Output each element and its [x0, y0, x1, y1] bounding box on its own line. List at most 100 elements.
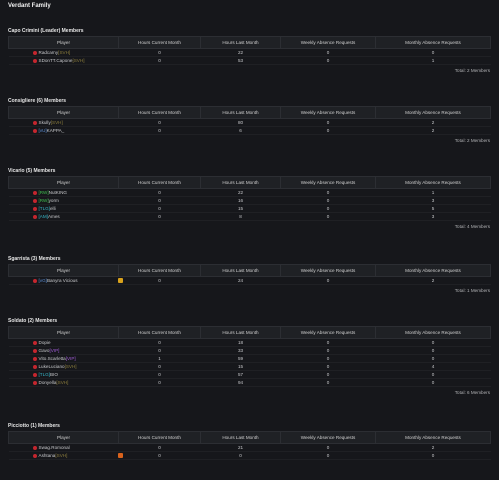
value-cell: 0 [118, 212, 201, 221]
member-row: SDonTT.Capone[SVH] 0 53 0 1 [8, 56, 491, 65]
section-title: Capo Crimini (Leader) Members [8, 28, 84, 34]
status-dot [32, 198, 37, 203]
value-cell: 0 [375, 346, 491, 355]
value-cell: 0 [118, 443, 201, 452]
member-row: Radcarny[SVH] 0 22 0 0 [8, 48, 491, 57]
column-header: Player [8, 431, 119, 444]
value-cell: 80 [200, 118, 281, 127]
value-cell: 0 [375, 370, 491, 379]
column-header: Weekly Absence Requests [280, 264, 376, 277]
player-name: Donyella [38, 380, 57, 385]
member-row: Dopie 0 18 0 0 [8, 338, 491, 347]
value-cell: 0 [118, 346, 201, 355]
clan-tag: [vU] [38, 128, 47, 133]
table-head: Player Hours Current Month Hours Last Mont… [8, 326, 491, 339]
rank-tag: [SVH] [55, 453, 68, 458]
table-head: Player Hours Current Month Hours Last Mont… [8, 106, 491, 119]
section: Soldato (2) Members Player Hours Current M… [8, 317, 491, 397]
value-cell: 0 [118, 362, 201, 371]
player-name: elli [50, 206, 56, 211]
table-body: Swag.Romonal 0 21 0 2 Ashtana[SVH] 0 0 0 0 [8, 443, 491, 460]
value-cell: 0 [280, 338, 376, 347]
member-row: [RW]yorm 0 16 0 3 [8, 196, 491, 205]
header-row: Player Hours Current Month Hours Last Mont… [8, 264, 491, 277]
value-cell: 0 [118, 338, 201, 347]
member-row: Ashtana[SVH] 0 0 0 0 [8, 451, 491, 460]
player-cell: [RW]NutKING [8, 188, 119, 197]
value-cell: 5 [375, 204, 491, 213]
rank-tag: [SVH] [56, 380, 69, 385]
members-table: Player Hours Current Month Hours Last Mont… [8, 176, 491, 221]
member-row: Swag.Romonal 0 21 0 2 [8, 443, 491, 452]
section: Sgarrista (3) Members Player Hours Current… [8, 255, 491, 295]
member-row: [vG]Banyra Vicious 0 24 0 2 [8, 276, 491, 285]
player-cell: Dopie [8, 338, 119, 347]
clan-tag: [AM] [38, 214, 48, 219]
player-cell: [vG]Banyra Vicious [8, 276, 123, 285]
value-cell: 0 [280, 443, 376, 452]
table-head: Player Hours Current Month Hours Last Mont… [8, 176, 491, 189]
value-cell: 2 [375, 443, 491, 452]
status-dot [32, 120, 37, 125]
value-cell: 0 [118, 118, 201, 127]
value-cell: 0 [280, 126, 376, 135]
value-cell: 0 [280, 48, 376, 57]
value-cell: 33 [200, 346, 281, 355]
section-title: Vicario (5) Members [8, 168, 56, 174]
player-cell: Vito.Scarletta[VIP] [8, 354, 119, 363]
value-cell: 8 [200, 212, 281, 221]
player-cell: [TLG]BIO [8, 370, 119, 379]
value-cell: 15 [200, 362, 281, 371]
value-cell: 0 [118, 451, 201, 460]
header-row: Player Hours Current Month Hours Last Mont… [8, 106, 491, 119]
table-body: Dopie 0 18 0 0 Gavo[VIP] 0 33 0 0 Vito.Scarletta[V… [8, 338, 491, 387]
column-header: Weekly Absence Requests [280, 326, 376, 339]
header-row: Player Hours Current Month Hours Last Mont… [8, 326, 491, 339]
column-header: Hours Last Month [200, 36, 281, 49]
player-name: Ashtana [38, 453, 56, 458]
clan-tag: [RW] [38, 190, 49, 195]
member-row: Skully[SVH] 0 80 0 2 [8, 118, 491, 127]
value-cell: 1 [375, 56, 491, 65]
section: Consigliere (6) Members Player Hours Curre… [8, 97, 491, 145]
status-dot [32, 356, 37, 361]
table-body: [vG]Banyra Vicious 0 24 0 2 [8, 276, 491, 285]
player-cell: SDonTT.Capone[SVH] [8, 56, 119, 65]
player-name: Radcarny [38, 50, 59, 55]
page-title: Verdant Family [8, 3, 51, 9]
player-name: BIO [50, 372, 58, 377]
status-dot [32, 372, 37, 377]
member-row: Donyella[SVH] 0 94 0 0 [8, 378, 491, 387]
value-cell: 2 [375, 276, 491, 285]
value-cell: 0 [280, 196, 376, 205]
member-row: [AM]Ames 0 8 0 3 [8, 212, 491, 221]
value-cell: 0 [280, 188, 376, 197]
member-total: Total: 6 Members [454, 390, 490, 395]
rank-tag: [VIP] [49, 348, 60, 353]
column-header: Monthly Absence Requests [375, 264, 491, 277]
status-dot [32, 364, 37, 369]
column-header: Hours Last Month [200, 326, 281, 339]
status-dot [32, 50, 37, 55]
value-cell: 4 [375, 362, 491, 371]
section: Picciotto (1) Members Player Hours Current… [8, 422, 491, 460]
column-header: Hours Last Month [200, 264, 281, 277]
member-total: Total: 1 Members [454, 288, 490, 293]
value-cell: 0 [280, 354, 376, 363]
header-row: Player Hours Current Month Hours Last Mont… [8, 176, 491, 189]
table-head: Player Hours Current Month Hours Last Mont… [8, 264, 491, 277]
column-header: Weekly Absence Requests [280, 36, 376, 49]
value-cell: 15 [200, 204, 281, 213]
value-cell: 0 [118, 196, 201, 205]
members-table: Player Hours Current Month Hours Last Mont… [8, 326, 491, 387]
value-cell: 0 [118, 204, 201, 213]
section: Capo Crimini (Leader) Members Player Hours… [8, 27, 491, 75]
value-cell: 0 [375, 451, 491, 460]
column-header: Player [8, 106, 119, 119]
value-cell: 0 [280, 118, 376, 127]
player-cell: Gavo[VIP] [8, 346, 119, 355]
value-cell: 22 [200, 188, 281, 197]
value-cell: 2 [375, 126, 491, 135]
section-title: Soldato (2) Members [8, 318, 58, 324]
value-cell: 0 [375, 378, 491, 387]
